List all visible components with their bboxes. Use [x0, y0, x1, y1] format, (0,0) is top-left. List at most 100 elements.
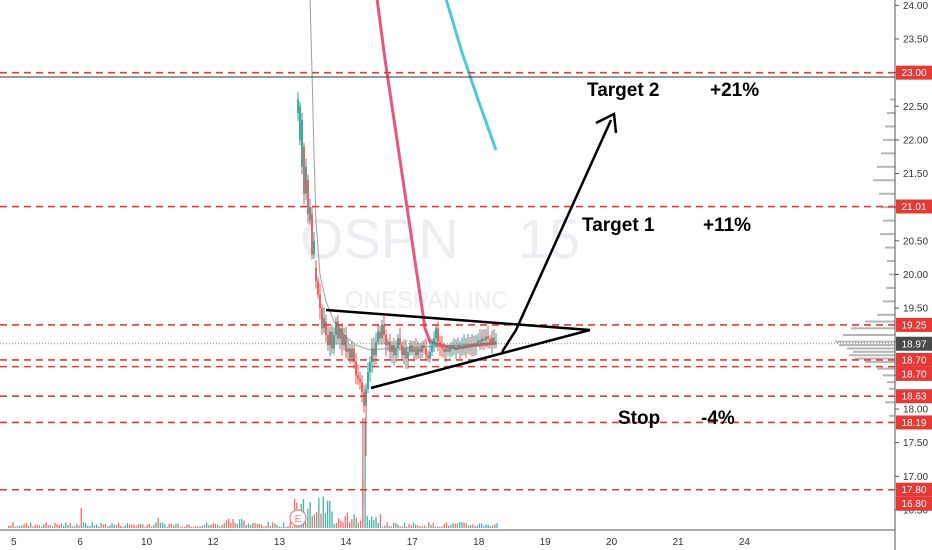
volume-bar — [210, 524, 212, 528]
volume-bar — [364, 418, 366, 528]
volume-bar — [329, 500, 331, 528]
earnings-event-label: E — [295, 514, 302, 525]
candle — [407, 346, 409, 369]
candle-body — [297, 99, 299, 114]
volume-bar — [60, 523, 63, 528]
volume-bar — [379, 514, 382, 528]
triangle-lower-line[interactable] — [370, 328, 591, 390]
candle-body — [439, 341, 441, 346]
volume-bar — [120, 525, 122, 528]
volume-bar — [107, 526, 109, 528]
volume-bar — [179, 526, 181, 528]
volume-bar — [355, 517, 357, 528]
volume-bar — [340, 520, 342, 528]
volume-bar — [357, 522, 360, 528]
x-tick-label: 19 — [540, 537, 552, 548]
volume-bar — [129, 524, 131, 528]
volume-bar — [291, 526, 294, 528]
volume-bar — [74, 526, 76, 528]
volume-bar — [85, 523, 87, 528]
volume-bar — [322, 496, 324, 528]
volume-bar — [21, 525, 23, 528]
candle-body — [447, 348, 449, 352]
candle-body — [395, 348, 397, 356]
volume-bar — [404, 522, 406, 528]
volume-profile-bar — [855, 357, 895, 360]
volume-profile-bar — [885, 246, 895, 249]
x-tick-label: 21 — [672, 537, 684, 548]
volume-bar — [32, 526, 34, 528]
candle — [427, 350, 429, 362]
candle — [413, 340, 415, 362]
volume-bar — [371, 516, 373, 528]
volume-bar — [159, 522, 162, 528]
earnings-event-marker[interactable]: E — [289, 509, 307, 527]
candle — [329, 326, 331, 357]
candle-body — [313, 240, 315, 255]
level-badge-bg — [896, 389, 932, 404]
candle-body — [359, 378, 361, 383]
earnings-event-circle[interactable] — [289, 509, 307, 527]
volume-bar — [239, 519, 241, 528]
volume-bar — [456, 523, 459, 528]
triangle-upper-line[interactable] — [325, 308, 591, 332]
candle — [343, 327, 345, 351]
candle — [469, 337, 471, 355]
volume-bar — [265, 525, 267, 528]
volume-profile-bar — [886, 286, 895, 289]
volume-bar — [157, 518, 159, 528]
volume-bar — [47, 524, 49, 528]
volume-bar — [247, 523, 250, 528]
candle — [481, 329, 483, 349]
volume-bar — [124, 525, 126, 528]
breakout-arrow[interactable] — [500, 112, 618, 353]
volume-bar — [225, 520, 228, 528]
volume-bar — [96, 524, 98, 528]
volume-profile-bar — [877, 165, 895, 168]
volume-bar — [203, 524, 206, 528]
candle — [377, 323, 379, 346]
candle — [399, 327, 401, 351]
volume-bar — [63, 525, 65, 528]
volume-profile-bar — [877, 313, 895, 316]
volume-bar — [199, 526, 201, 528]
candle — [385, 329, 387, 357]
candle-body — [355, 361, 357, 376]
triangle-pattern[interactable] — [325, 308, 591, 390]
x-tick-label: 12 — [207, 537, 219, 548]
volume-bar — [408, 523, 410, 528]
candle — [389, 333, 391, 359]
volume-bar — [263, 526, 265, 528]
volume-bar — [87, 525, 89, 528]
candle — [379, 325, 381, 345]
volume-bar — [232, 518, 234, 528]
volume-profile-bar — [887, 260, 895, 263]
volume-bar — [166, 526, 168, 528]
volume-bar — [234, 522, 236, 528]
volume-bar — [201, 525, 203, 528]
candle — [325, 314, 327, 343]
moving-average-cyan — [444, 0, 498, 151]
volume-bar — [89, 526, 91, 528]
volume-bar — [67, 525, 69, 528]
candle-body — [465, 345, 467, 348]
candle-body — [445, 348, 447, 352]
candle-body — [357, 375, 359, 379]
candle-body — [411, 345, 413, 352]
candle — [323, 307, 325, 334]
candle — [483, 328, 485, 351]
volume-bar — [19, 525, 21, 528]
arrow-shaft[interactable] — [500, 119, 613, 353]
candle — [493, 329, 495, 349]
volume-bar — [487, 524, 489, 528]
volume-bar — [241, 518, 243, 528]
candle-body — [383, 324, 385, 336]
volume-bar — [162, 522, 164, 528]
volume-bar — [100, 522, 102, 528]
candle — [475, 334, 477, 356]
volume-bar — [272, 522, 274, 528]
volume-profile-bar — [883, 374, 895, 377]
volume-bar — [485, 524, 487, 528]
